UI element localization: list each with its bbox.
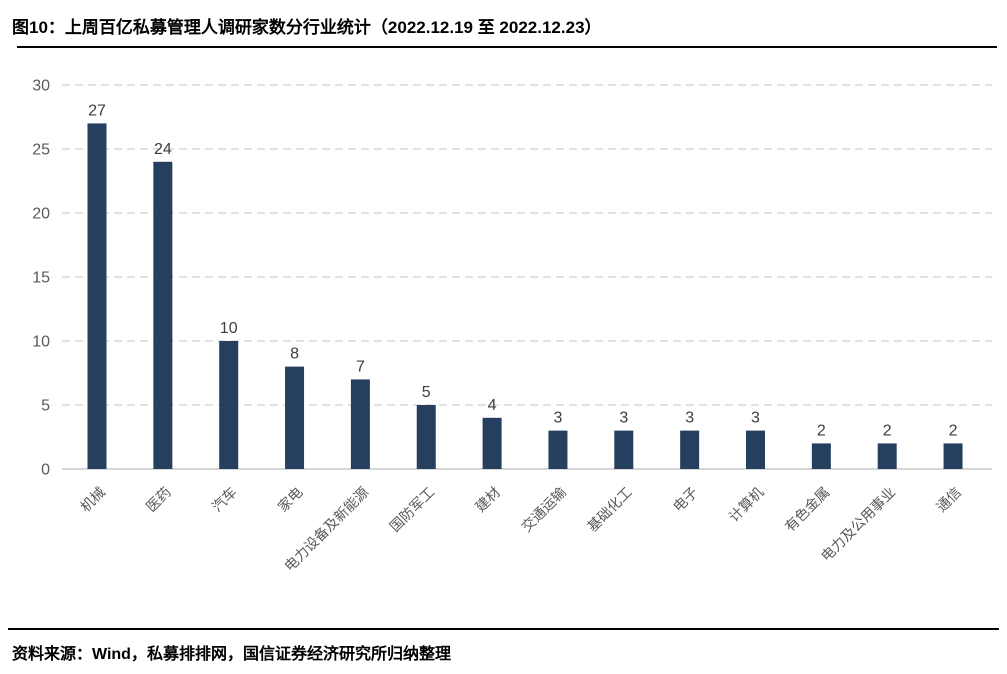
bar bbox=[877, 443, 897, 469]
title-divider bbox=[17, 46, 997, 48]
y-tick-label: 15 bbox=[32, 270, 50, 287]
bar bbox=[482, 417, 502, 469]
bar bbox=[943, 443, 963, 469]
y-tick-label: 30 bbox=[32, 78, 50, 95]
bar bbox=[416, 405, 436, 469]
bar bbox=[811, 443, 831, 469]
bar-value-label: 24 bbox=[154, 141, 172, 158]
x-category-label: 交通运输 bbox=[518, 484, 569, 535]
bar bbox=[285, 366, 305, 469]
figure-title: 图10：上周百亿私募管理人调研家数分行业统计（2022.12.19 至 2022… bbox=[12, 18, 602, 37]
bar-chart-canvas: 05101520253027机械24医药10汽车8家电7电力设备及新能源5国防军… bbox=[32, 78, 992, 574]
bar-value-label: 7 bbox=[356, 358, 365, 375]
bar-value-label: 3 bbox=[685, 410, 694, 427]
y-tick-label: 25 bbox=[32, 142, 50, 159]
y-tick-label: 5 bbox=[41, 398, 50, 415]
bar-value-label: 2 bbox=[883, 422, 892, 439]
x-category-label: 电子 bbox=[670, 484, 701, 515]
x-category-label: 有色金属 bbox=[782, 484, 833, 535]
bar bbox=[350, 379, 370, 469]
bar-value-label: 8 bbox=[290, 346, 299, 363]
x-category-label: 国防军工 bbox=[386, 484, 437, 535]
x-category-label: 计算机 bbox=[726, 484, 767, 525]
bar-value-label: 3 bbox=[751, 410, 760, 427]
bar bbox=[548, 430, 568, 469]
bar-chart: 0 5 10 15 20 25 30 27 机械 24 医药 10 汽车 8 家电 7 电力设备及新能源 5 国防军… bbox=[0, 55, 1007, 625]
bar bbox=[746, 430, 765, 469]
bar-value-label: 27 bbox=[88, 102, 106, 119]
x-category-label: 通信 bbox=[933, 484, 964, 515]
bar-value-label: 5 bbox=[422, 384, 431, 401]
source-note: 资料来源：Wind，私募排排网，国信证券经济研究所归纳整理 bbox=[12, 646, 451, 663]
bar-value-label: 4 bbox=[488, 397, 497, 414]
bar bbox=[219, 341, 239, 469]
x-category-label: 医药 bbox=[143, 484, 174, 515]
bar-value-label: 2 bbox=[949, 422, 958, 439]
bar-value-label: 3 bbox=[553, 410, 562, 427]
bar bbox=[680, 430, 700, 469]
x-category-label: 机械 bbox=[77, 484, 108, 515]
bar bbox=[614, 430, 634, 469]
bar-value-label: 10 bbox=[220, 320, 238, 337]
x-category-label: 汽车 bbox=[209, 484, 240, 515]
bar-value-label: 2 bbox=[817, 422, 826, 439]
y-tick-label: 20 bbox=[32, 206, 50, 223]
footer-divider bbox=[8, 628, 999, 630]
bar bbox=[153, 161, 173, 470]
y-tick-label: 10 bbox=[32, 334, 50, 351]
x-category-label: 基础化工 bbox=[584, 484, 635, 535]
bar-value-label: 3 bbox=[619, 410, 628, 427]
bar bbox=[87, 123, 107, 470]
x-category-label: 家电 bbox=[275, 484, 306, 515]
x-category-label: 建材 bbox=[472, 484, 503, 515]
y-tick-label: 0 bbox=[41, 462, 50, 479]
